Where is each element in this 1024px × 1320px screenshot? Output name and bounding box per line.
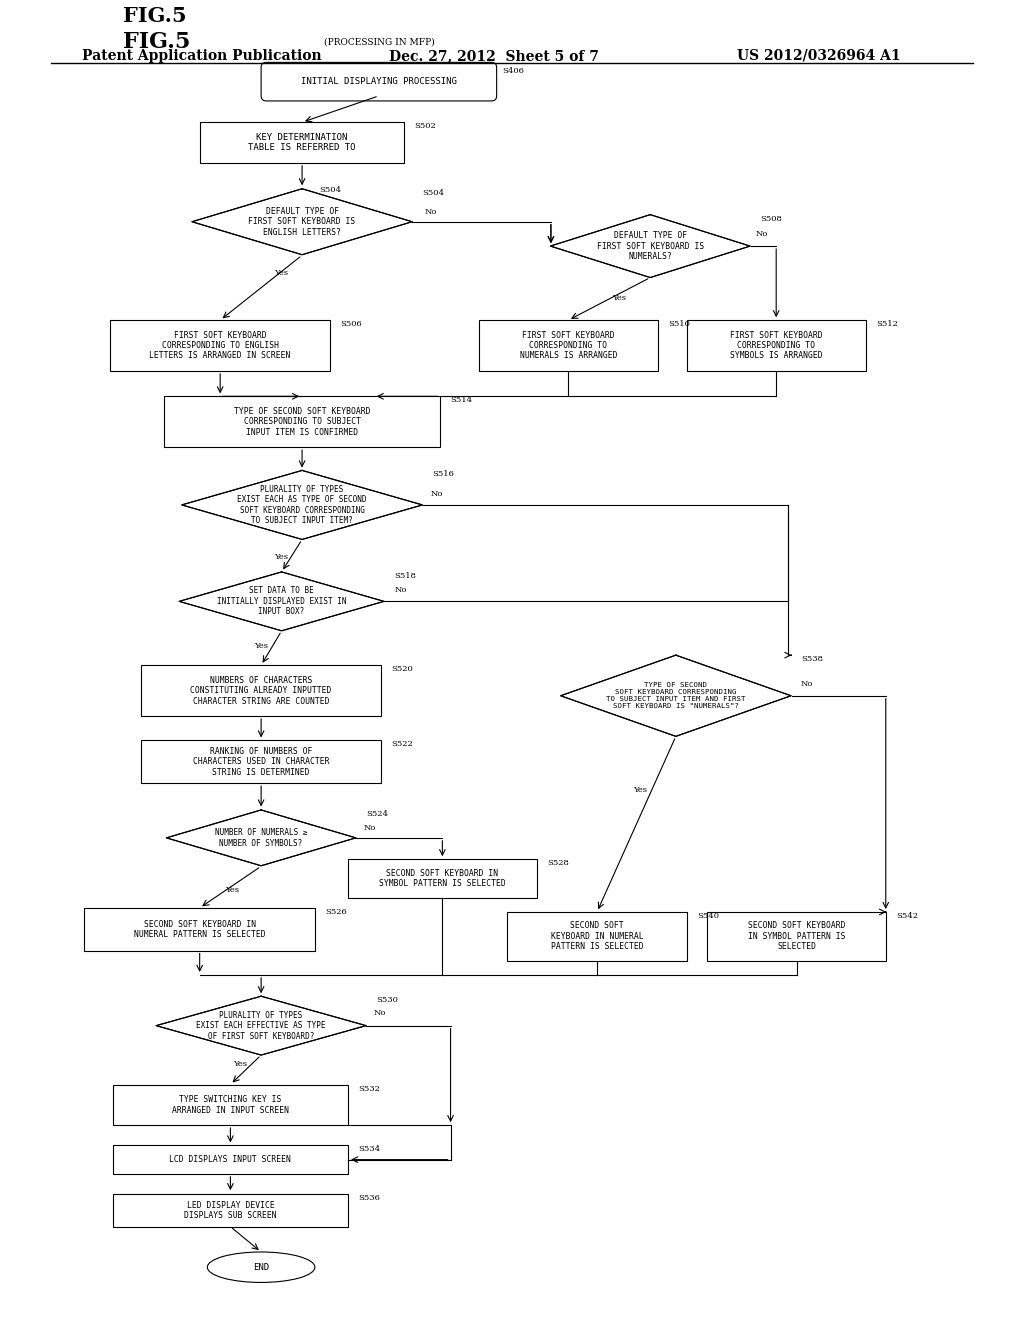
Text: S518: S518 [394, 572, 416, 579]
Text: PLURALITY OF TYPES
EXIST EACH AS TYPE OF SECOND
SOFT KEYBOARD CORRESPONDING
TO S: PLURALITY OF TYPES EXIST EACH AS TYPE OF… [238, 484, 367, 525]
Polygon shape [179, 572, 384, 631]
FancyBboxPatch shape [261, 62, 497, 100]
Text: S508: S508 [760, 215, 782, 223]
Text: S516: S516 [432, 470, 455, 478]
Bar [84, 908, 315, 950]
Polygon shape [166, 810, 356, 866]
Bar [164, 396, 440, 447]
Text: S512: S512 [877, 321, 898, 329]
Text: DEFAULT TYPE OF
FIRST SOFT KEYBOARD IS
NUMERALS?: DEFAULT TYPE OF FIRST SOFT KEYBOARD IS N… [597, 231, 703, 261]
Text: S510: S510 [669, 321, 690, 329]
Text: TYPE OF SECOND SOFT KEYBOARD
CORRESPONDING TO SUBJECT
INPUT ITEM IS CONFIRMED: TYPE OF SECOND SOFT KEYBOARD CORRESPONDI… [233, 407, 371, 437]
Text: NUMBERS OF CHARACTERS
CONSTITUTING ALREADY INPUTTED
CHARACTER STRING ARE COUNTED: NUMBERS OF CHARACTERS CONSTITUTING ALREA… [190, 676, 332, 706]
Text: Yes: Yes [274, 268, 289, 276]
Text: END: END [253, 1263, 269, 1271]
Text: S542: S542 [897, 912, 919, 920]
Bar [141, 665, 381, 715]
Text: NUMBER OF NUMERALS ≥
NUMBER OF SYMBOLS?: NUMBER OF NUMERALS ≥ NUMBER OF SYMBOLS? [215, 828, 307, 847]
Bar [141, 741, 381, 783]
Text: SECOND SOFT KEYBOARD IN
SYMBOL PATTERN IS SELECTED: SECOND SOFT KEYBOARD IN SYMBOL PATTERN I… [379, 869, 506, 888]
Text: S506: S506 [340, 321, 362, 329]
Text: FIG.5: FIG.5 [123, 30, 190, 53]
Text: No: No [394, 586, 407, 594]
Bar [707, 912, 886, 961]
Text: S528: S528 [547, 859, 569, 867]
Text: Dec. 27, 2012  Sheet 5 of 7: Dec. 27, 2012 Sheet 5 of 7 [389, 49, 599, 63]
Text: FIRST SOFT KEYBOARD
CORRESPONDING TO
NUMERALS IS ARRANGED: FIRST SOFT KEYBOARD CORRESPONDING TO NUM… [519, 331, 617, 360]
Polygon shape [157, 997, 367, 1055]
Ellipse shape [207, 1251, 315, 1283]
Text: No: No [801, 680, 813, 688]
Text: INITIAL DISPLAYING PROCESSING: INITIAL DISPLAYING PROCESSING [301, 77, 457, 86]
Text: Yes: Yes [612, 294, 627, 302]
Bar [113, 1085, 348, 1125]
Text: FIG.5: FIG.5 [123, 5, 186, 26]
Text: FIRST SOFT KEYBOARD
CORRESPONDING TO ENGLISH
LETTERS IS ARRANGED IN SCREEN: FIRST SOFT KEYBOARD CORRESPONDING TO ENG… [150, 331, 291, 360]
Bar [113, 1193, 348, 1228]
Bar [113, 1146, 348, 1173]
Text: SECOND SOFT KEYBOARD IN
NUMERAL PATTERN IS SELECTED: SECOND SOFT KEYBOARD IN NUMERAL PATTERN … [134, 920, 265, 939]
Text: S532: S532 [358, 1085, 380, 1093]
Polygon shape [561, 655, 792, 737]
Text: S526: S526 [326, 908, 347, 916]
Text: US 2012/0326964 A1: US 2012/0326964 A1 [737, 49, 901, 63]
Text: DEFAULT TYPE OF
FIRST SOFT KEYBOARD IS
ENGLISH LETTERS?: DEFAULT TYPE OF FIRST SOFT KEYBOARD IS E… [249, 207, 355, 236]
Bar [200, 123, 404, 162]
Polygon shape [551, 215, 750, 277]
Text: No: No [425, 207, 437, 215]
Text: S520: S520 [391, 665, 414, 673]
Bar [686, 321, 865, 371]
Bar [479, 321, 658, 371]
Text: No: No [756, 230, 768, 238]
Bar [507, 912, 686, 961]
Text: Yes: Yes [633, 787, 647, 795]
Text: FIRST SOFT KEYBOARD
CORRESPONDING TO
SYMBOLS IS ARRANGED: FIRST SOFT KEYBOARD CORRESPONDING TO SYM… [730, 331, 822, 360]
Text: Patent Application Publication: Patent Application Publication [82, 49, 322, 63]
Text: KEY DETERMINATION
TABLE IS REFERRED TO: KEY DETERMINATION TABLE IS REFERRED TO [249, 133, 355, 152]
Text: S502: S502 [415, 123, 436, 131]
Text: LCD DISPLAYS INPUT SCREEN: LCD DISPLAYS INPUT SCREEN [169, 1155, 292, 1164]
Text: S538: S538 [802, 655, 823, 663]
Text: Yes: Yes [233, 1060, 248, 1068]
Text: SET DATA TO BE
INITIALLY DISPLAYED EXIST IN
INPUT BOX?: SET DATA TO BE INITIALLY DISPLAYED EXIST… [217, 586, 346, 616]
Text: SECOND SOFT KEYBOARD
IN SYMBOL PATTERN IS
SELECTED: SECOND SOFT KEYBOARD IN SYMBOL PATTERN I… [748, 921, 846, 952]
Polygon shape [193, 189, 412, 255]
Text: Yes: Yes [254, 642, 268, 649]
Text: S540: S540 [696, 912, 719, 920]
Polygon shape [182, 470, 422, 540]
Text: SECOND SOFT
KEYBOARD IN NUMERAL
PATTERN IS SELECTED: SECOND SOFT KEYBOARD IN NUMERAL PATTERN … [551, 921, 643, 952]
Text: (PROCESSING IN MFP): (PROCESSING IN MFP) [324, 37, 434, 46]
Bar [111, 321, 330, 371]
Text: Yes: Yes [274, 553, 289, 561]
Text: PLURALITY OF TYPES
EXIST EACH EFFECTIVE AS TYPE
OF FIRST SOFT KEYBOARD?: PLURALITY OF TYPES EXIST EACH EFFECTIVE … [197, 1011, 326, 1040]
Text: S524: S524 [367, 810, 388, 818]
Text: Yes: Yes [225, 886, 240, 894]
Text: S504: S504 [319, 186, 341, 194]
Text: S534: S534 [358, 1146, 381, 1154]
Text: LED DISPLAY DEVICE
DISPLAYS SUB SCREEN: LED DISPLAY DEVICE DISPLAYS SUB SCREEN [184, 1201, 276, 1220]
Text: S530: S530 [377, 997, 398, 1005]
Text: No: No [430, 490, 442, 498]
Text: TYPE SWITCHING KEY IS
ARRANGED IN INPUT SCREEN: TYPE SWITCHING KEY IS ARRANGED IN INPUT … [172, 1096, 289, 1114]
Text: S504: S504 [422, 189, 444, 197]
Text: TYPE OF SECOND
SOFT KEYBOARD CORRESPONDING
TO SUBJECT INPUT ITEM AND FIRST
SOFT : TYPE OF SECOND SOFT KEYBOARD CORRESPONDI… [606, 682, 745, 709]
Text: No: No [364, 824, 376, 832]
Text: S536: S536 [358, 1193, 380, 1201]
Text: S406: S406 [502, 67, 523, 75]
Bar [348, 859, 537, 898]
Text: S522: S522 [391, 741, 414, 748]
Text: RANKING OF NUMBERS OF
CHARACTERS USED IN CHARACTER
STRING IS DETERMINED: RANKING OF NUMBERS OF CHARACTERS USED IN… [193, 747, 330, 776]
Text: S514: S514 [451, 396, 473, 404]
Text: No: No [374, 1010, 386, 1018]
